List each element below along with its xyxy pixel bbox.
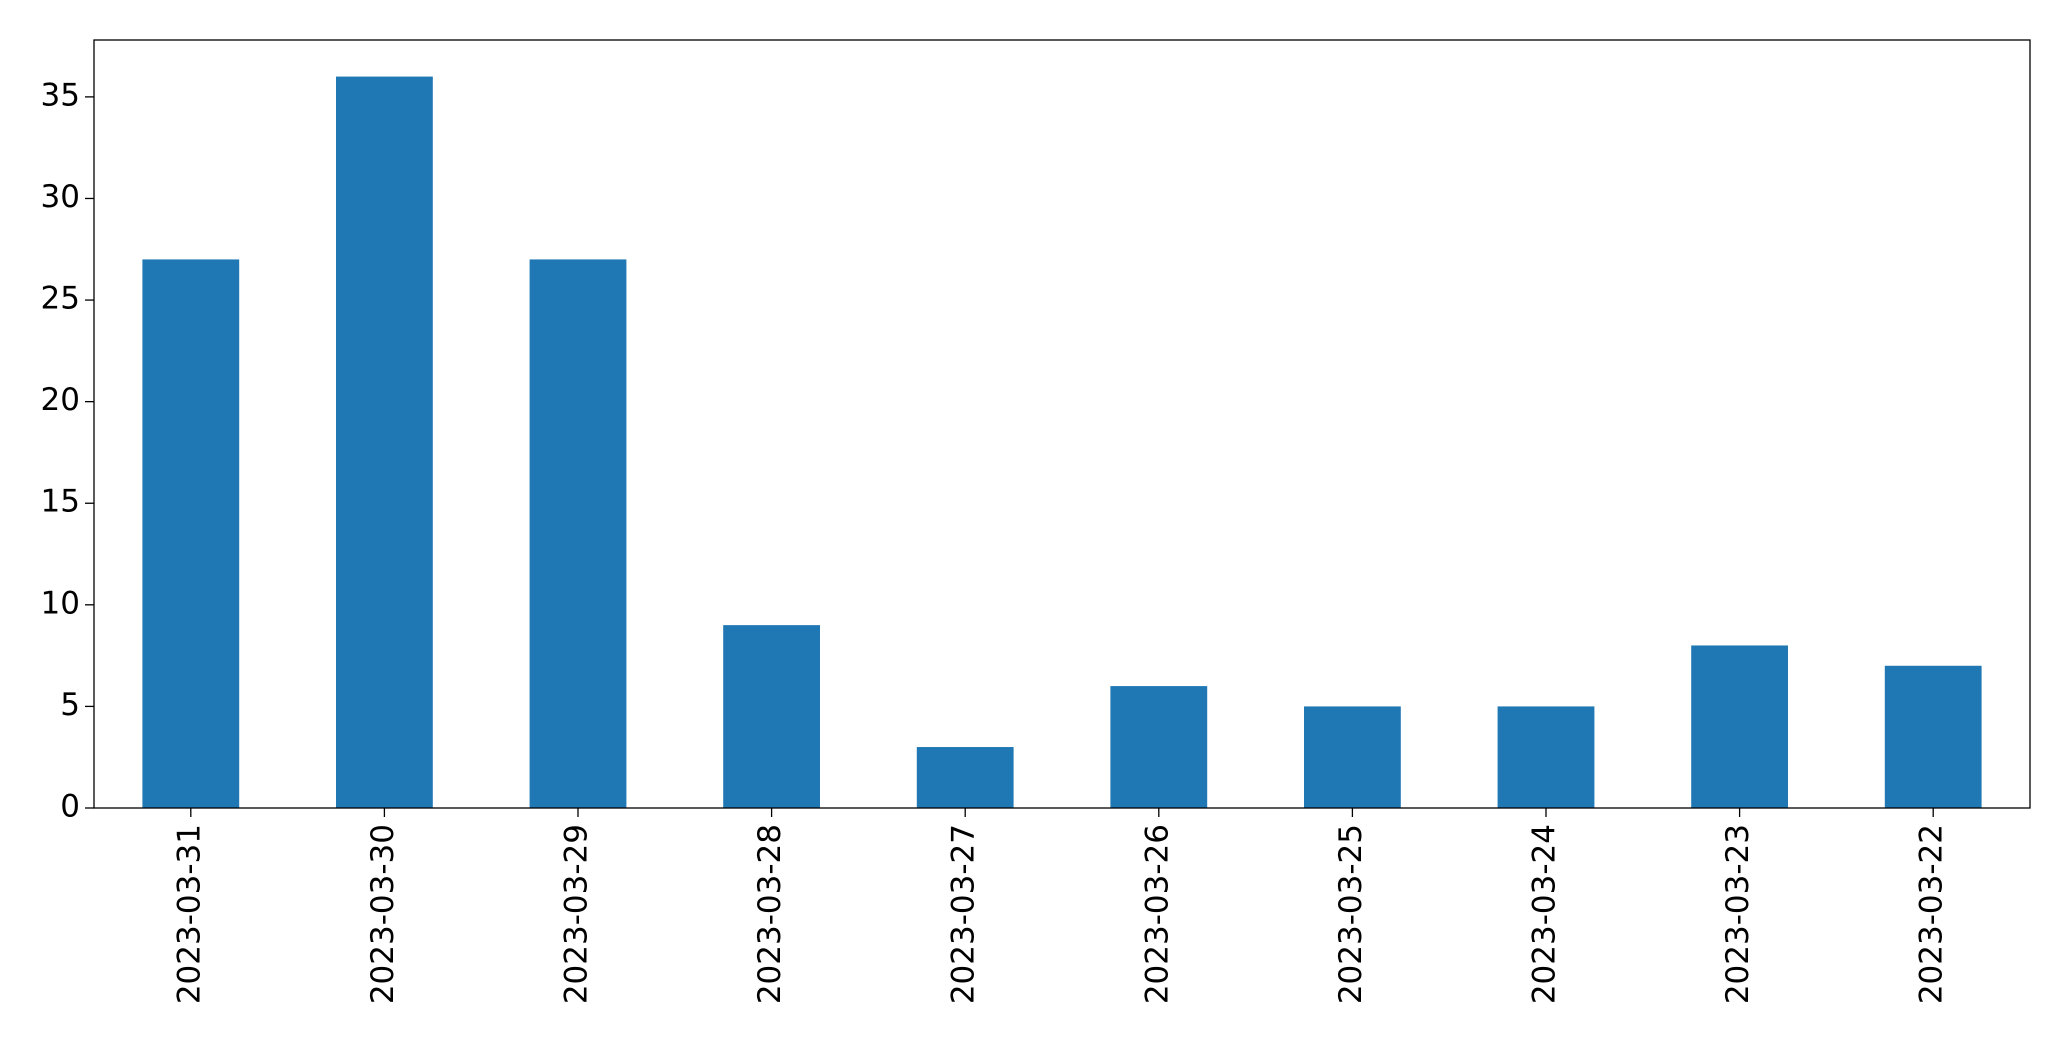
y-tick-label: 30 — [41, 179, 80, 215]
bar — [723, 625, 820, 808]
x-tick-label: 2023-03-31 — [171, 824, 207, 1004]
bar — [529, 259, 627, 808]
x-tick-label: 2023-03-23 — [1720, 824, 1756, 1004]
bar — [1110, 686, 1208, 808]
bar — [336, 76, 433, 809]
bar — [1304, 706, 1401, 808]
bar — [1497, 706, 1595, 808]
y-tick-label: 15 — [41, 484, 80, 520]
y-tick-label: 35 — [41, 77, 80, 113]
y-tick-label: 10 — [41, 585, 80, 621]
bar — [142, 259, 240, 808]
y-tick-label: 5 — [60, 687, 80, 723]
plot-frame — [93, 39, 2031, 809]
x-tick-label: 2023-03-24 — [1527, 824, 1563, 1004]
x-tick-label: 2023-03-30 — [365, 824, 401, 1004]
x-tick-label: 2023-03-29 — [559, 824, 595, 1004]
y-tick-label: 0 — [60, 789, 80, 825]
x-tick-label: 2023-03-25 — [1333, 824, 1369, 1004]
y-tick-label: 25 — [41, 281, 80, 317]
bar — [1884, 665, 1982, 808]
y-tick-label: 20 — [41, 382, 80, 418]
x-tick-label: 2023-03-28 — [752, 824, 788, 1004]
x-tick-label: 2023-03-26 — [1139, 824, 1175, 1004]
bar — [916, 747, 1014, 808]
x-tick-label: 2023-03-22 — [1914, 824, 1950, 1004]
x-tick-label: 2023-03-27 — [946, 824, 982, 1004]
bar — [1691, 645, 1788, 808]
